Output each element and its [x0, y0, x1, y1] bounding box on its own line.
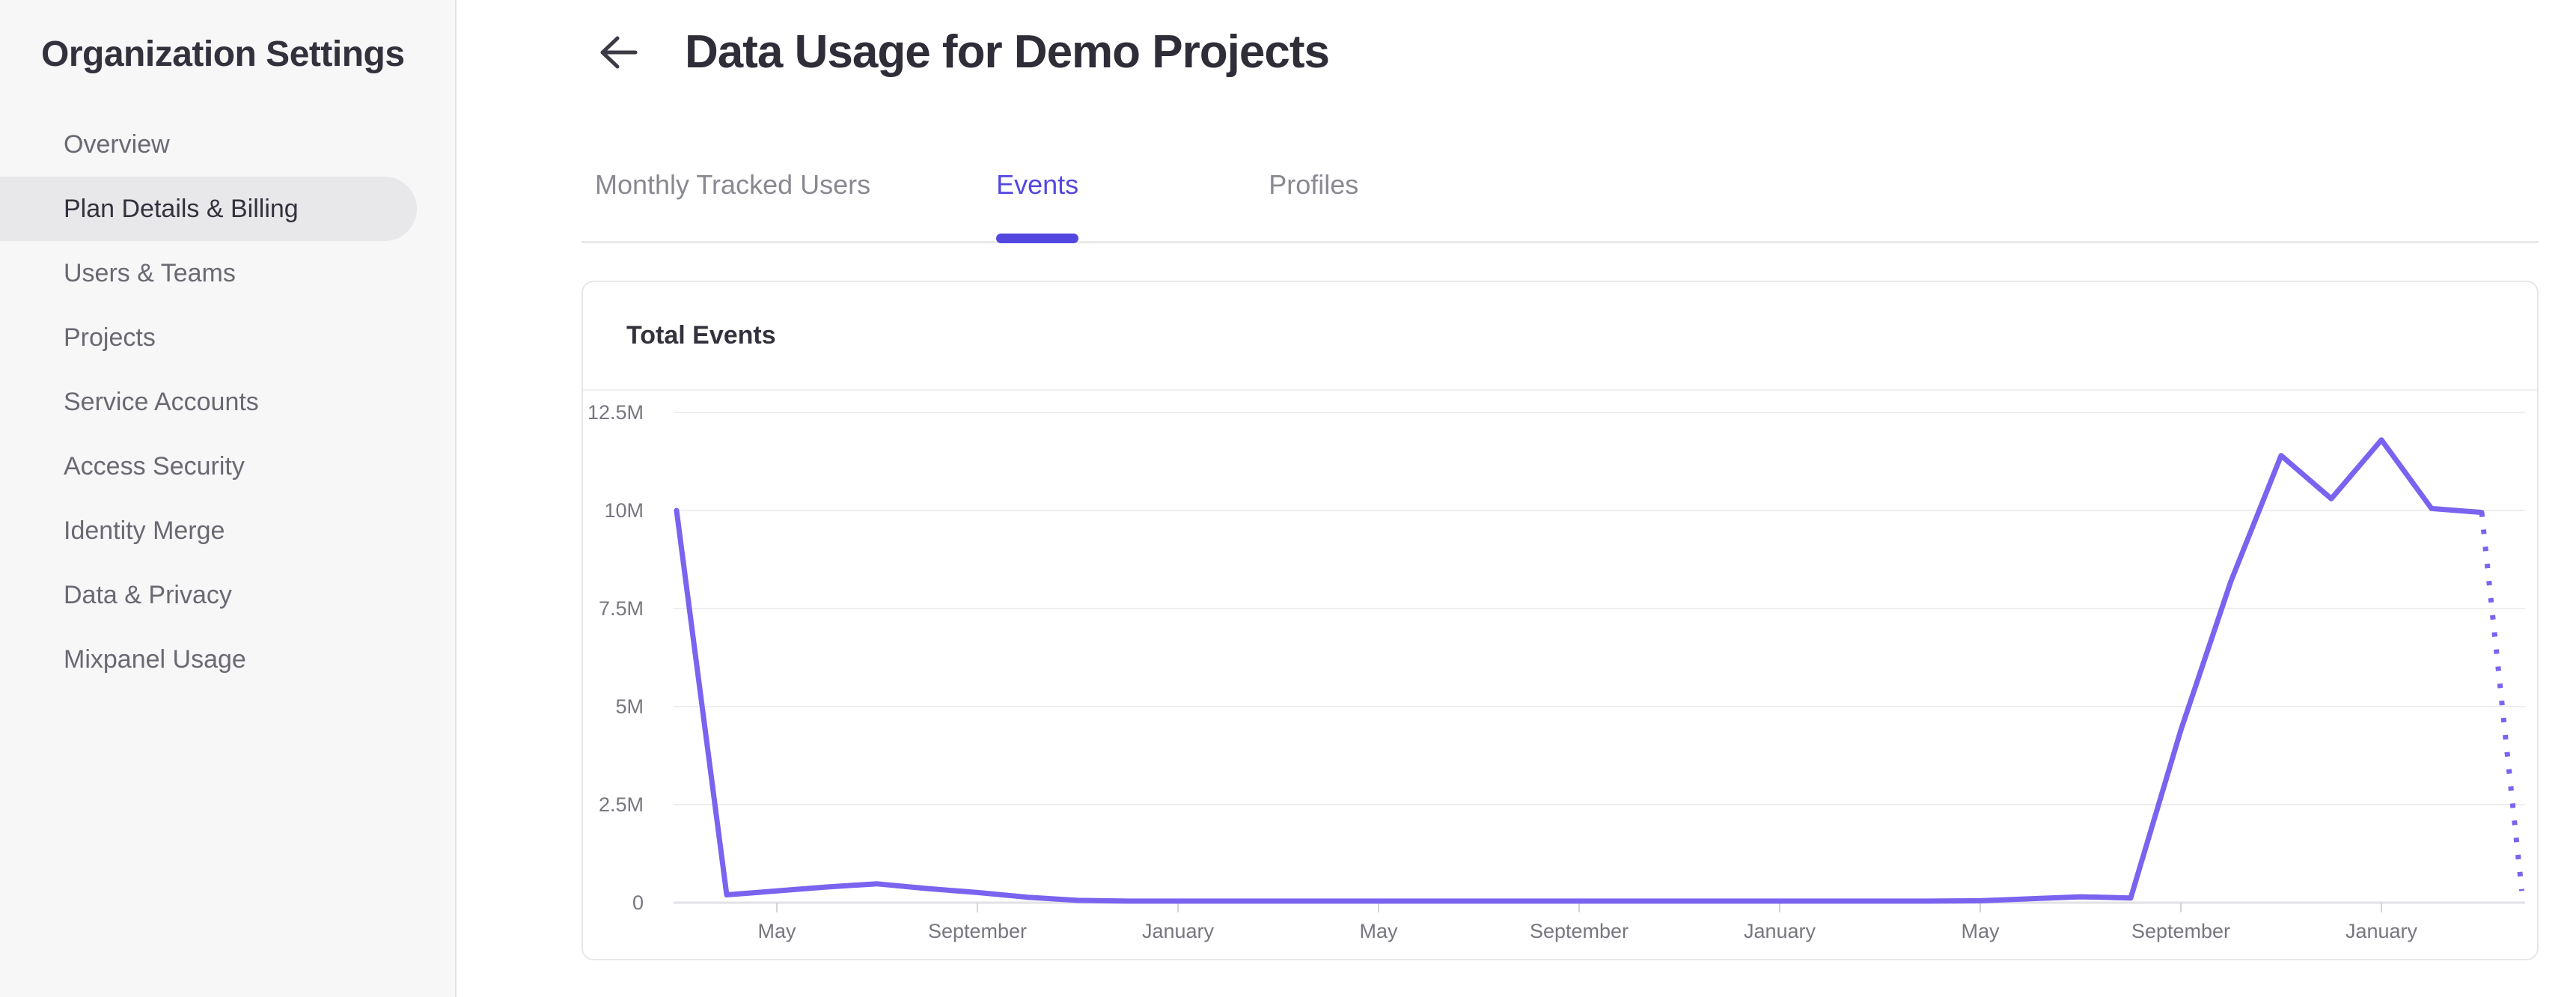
page-header: Data Usage for Demo Projects — [582, 25, 2576, 79]
x-axis-label: September — [928, 920, 1027, 942]
tab-monthly-tracked-users[interactable]: Monthly Tracked Users — [595, 150, 870, 241]
y-axis-label: 2.5M — [599, 793, 644, 816]
tab-label: Events — [996, 169, 1079, 200]
sidebar-item-label: Plan Details & Billing — [64, 194, 299, 223]
card-header: Total Events — [583, 282, 2537, 391]
x-axis-label: September — [1530, 920, 1629, 942]
sidebar-nav: Overview Plan Details & Billing Users & Te… — [0, 112, 455, 692]
x-axis-label: September — [2131, 920, 2230, 942]
tab-bar: Monthly Tracked Users Events Profiles — [582, 150, 2539, 243]
card-title: Total Events — [626, 321, 776, 350]
tab-label: Profiles — [1269, 169, 1359, 200]
sidebar-item-label: Users & Teams — [64, 258, 236, 287]
usage-card: Total Events 0 2.5M 5M 7.5M 10M 12.5M May Septe… — [582, 281, 2539, 960]
page-title: Data Usage for Demo Projects — [685, 26, 1330, 78]
total-events-chart: 0 2.5M 5M 7.5M 10M 12.5M May September January Ma… — [587, 401, 2525, 942]
sidebar-item-access-security[interactable]: Access Security — [0, 434, 417, 498]
sidebar-item-label: Data & Privacy — [64, 580, 232, 609]
sidebar-item-label: Access Security — [64, 451, 245, 481]
chart-line — [674, 437, 2485, 904]
sidebar-item-projects[interactable]: Projects — [0, 305, 417, 370]
y-axis-label: 10M — [604, 499, 644, 522]
sidebar-item-label: Overview — [64, 129, 170, 159]
sidebar-item-users-teams[interactable]: Users & Teams — [0, 241, 417, 305]
sidebar-item-identity-merge[interactable]: Identity Merge — [0, 498, 417, 563]
back-button[interactable] — [596, 33, 638, 72]
sidebar-item-label: Mixpanel Usage — [64, 644, 246, 674]
sidebar-item-mixpanel-usage[interactable]: Mixpanel Usage — [0, 627, 417, 692]
arrow-left-icon — [600, 36, 638, 69]
x-axis-label: January — [2345, 920, 2418, 942]
x-axis-label: May — [1961, 920, 2000, 942]
sidebar-item-data-privacy[interactable]: Data & Privacy — [0, 563, 417, 627]
x-axis-label: May — [757, 920, 796, 942]
tab-events[interactable]: Events — [996, 150, 1079, 243]
x-axis-label: January — [1142, 920, 1215, 942]
x-axis-label: January — [1744, 920, 1816, 942]
y-axis-label: 12.5M — [587, 401, 644, 424]
sidebar-item-label: Identity Merge — [64, 516, 225, 545]
sidebar-title: Organization Settings — [41, 34, 405, 74]
main-content: Data Usage for Demo Projects Monthly Tra… — [457, 0, 2576, 997]
chart-projection-line — [2479, 512, 2525, 891]
tab-profiles[interactable]: Profiles — [1269, 150, 1358, 241]
chart-area: 0 2.5M 5M 7.5M 10M 12.5M May September January Ma… — [583, 391, 2537, 957]
sidebar-item-service-accounts[interactable]: Service Accounts — [0, 370, 417, 434]
tab-label: Monthly Tracked Users — [595, 169, 871, 200]
y-axis-label: 5M — [615, 695, 644, 718]
sidebar-item-label: Service Accounts — [64, 387, 259, 416]
y-axis-label: 0 — [632, 891, 644, 914]
y-axis-label: 7.5M — [599, 597, 644, 620]
sidebar-item-overview[interactable]: Overview — [0, 112, 417, 177]
sidebar-item-label: Projects — [64, 323, 156, 352]
sidebar: Organization Settings Overview Plan Detai… — [0, 0, 457, 997]
sidebar-item-plan-details-billing[interactable]: Plan Details & Billing — [0, 177, 417, 241]
x-axis-label: May — [1359, 920, 1398, 942]
